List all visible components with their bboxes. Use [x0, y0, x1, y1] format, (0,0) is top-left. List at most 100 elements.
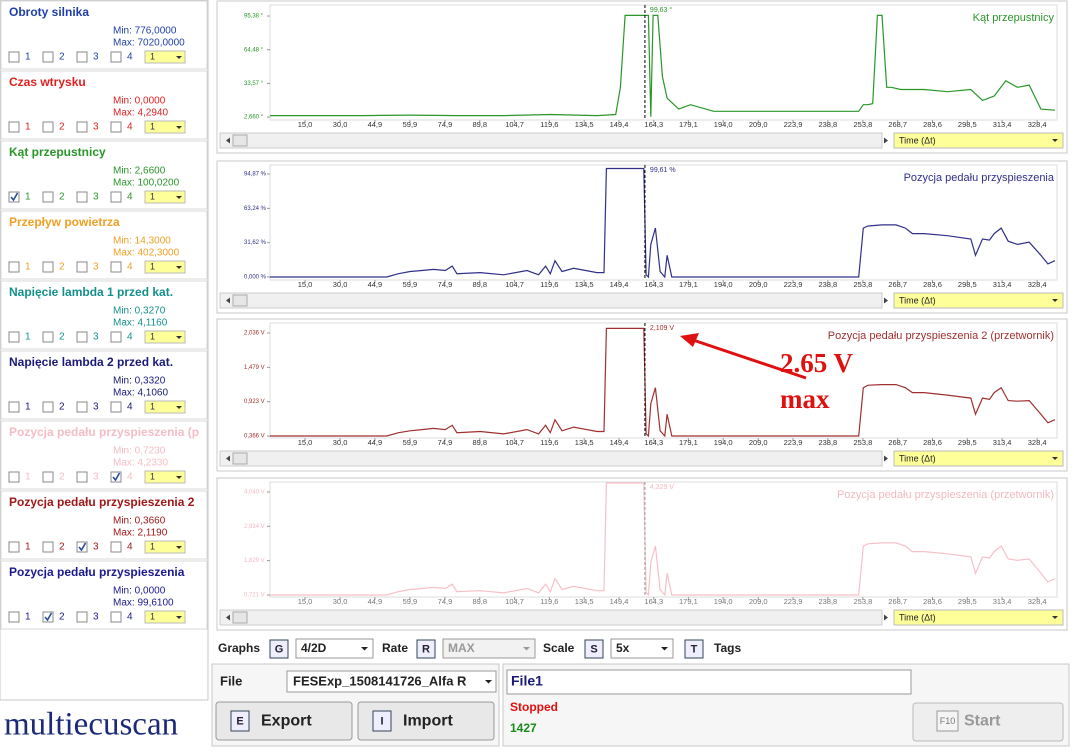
checkbox[interactable]: [76, 541, 88, 553]
time-select[interactable]: [893, 609, 1064, 626]
checkbox[interactable]: [110, 331, 122, 343]
select-box[interactable]: [144, 330, 186, 344]
checkbox-label: 2: [59, 402, 65, 413]
checkbox[interactable]: [110, 191, 122, 203]
checkbox[interactable]: [110, 51, 122, 63]
scrollbar[interactable]: [219, 292, 883, 309]
file-name-field[interactable]: [506, 669, 912, 695]
dropdown[interactable]: [610, 638, 674, 659]
channel-name: Napięcie lambda 1 przed kat.: [9, 285, 173, 299]
checkbox[interactable]: [76, 191, 88, 203]
checkbox[interactable]: [110, 611, 122, 623]
checkbox[interactable]: [76, 401, 88, 413]
scroll-thumb[interactable]: [232, 611, 248, 624]
select-box[interactable]: [144, 540, 186, 554]
channel-name: Pozycja pedału przyspieszenia (p: [9, 425, 199, 439]
checkbox[interactable]: [42, 471, 54, 483]
checkbox[interactable]: [8, 541, 20, 553]
checkbox[interactable]: [110, 471, 122, 483]
dropdown[interactable]: [295, 638, 374, 659]
cursor-label: 2,109 V: [650, 325, 674, 332]
checkbox[interactable]: [8, 611, 20, 623]
x-tick-label: 179,1: [679, 438, 698, 447]
checkbox[interactable]: [42, 401, 54, 413]
scroll-left[interactable]: [226, 455, 230, 462]
select-arrow: [176, 546, 182, 549]
scrollbar[interactable]: [219, 132, 883, 149]
key-box: [684, 639, 704, 659]
time-select-arrow: [1052, 616, 1058, 619]
scrollbar[interactable]: [219, 609, 883, 626]
scroll-left[interactable]: [226, 137, 230, 144]
x-tick-label: 134,5: [575, 280, 594, 289]
y-tick-label: 33,57 °: [244, 81, 264, 87]
scroll-thumb[interactable]: [232, 134, 248, 147]
select-box[interactable]: [144, 50, 186, 64]
scroll-left[interactable]: [226, 614, 230, 621]
select-box[interactable]: [144, 190, 186, 204]
checkbox[interactable]: [42, 331, 54, 343]
checkbox[interactable]: [8, 191, 20, 203]
time-select[interactable]: [893, 132, 1064, 149]
scroll-right[interactable]: [884, 614, 888, 621]
checkbox[interactable]: [42, 191, 54, 203]
scroll-thumb[interactable]: [232, 294, 248, 307]
checkbox-label: 1: [25, 402, 31, 413]
select-box[interactable]: [144, 120, 186, 134]
select-box[interactable]: [144, 400, 186, 414]
checkbox[interactable]: [76, 611, 88, 623]
checkbox[interactable]: [8, 261, 20, 273]
checkbox[interactable]: [42, 51, 54, 63]
x-tick-label: 194,0: [714, 120, 733, 129]
select-box[interactable]: [144, 470, 186, 484]
checkbox[interactable]: [110, 121, 122, 133]
x-tick-label: 15,0: [298, 597, 313, 606]
x-tick-label: 74,9: [438, 438, 453, 447]
checkbox[interactable]: [8, 331, 20, 343]
time-select[interactable]: [893, 450, 1064, 467]
button[interactable]: [357, 701, 495, 741]
checkbox-label: 3: [93, 192, 99, 203]
checkbox[interactable]: [8, 401, 20, 413]
file-select[interactable]: [286, 670, 497, 693]
checkbox[interactable]: [76, 471, 88, 483]
dropdown[interactable]: [442, 638, 536, 659]
checkbox[interactable]: [42, 541, 54, 553]
scroll-left[interactable]: [226, 297, 230, 304]
x-tick-label: 44,9: [368, 597, 383, 606]
x-tick-label: 59,9: [403, 438, 418, 447]
select-box[interactable]: [144, 260, 186, 274]
key-box: [372, 710, 392, 732]
scroll-thumb[interactable]: [232, 452, 248, 465]
x-tick-label: 134,5: [575, 438, 594, 447]
scroll-right[interactable]: [884, 137, 888, 144]
checkbox[interactable]: [8, 121, 20, 133]
checkbox[interactable]: [76, 261, 88, 273]
y-tick-label: 0,721 V: [244, 593, 265, 599]
time-select[interactable]: [893, 292, 1064, 309]
checkbox[interactable]: [110, 541, 122, 553]
time-select-arrow: [1052, 457, 1058, 460]
checkbox[interactable]: [42, 121, 54, 133]
file-select-arrow: [485, 680, 492, 684]
select-value: 1: [150, 541, 155, 551]
checkbox-label: 2: [59, 332, 65, 343]
checkbox[interactable]: [42, 261, 54, 273]
select-box[interactable]: [144, 610, 186, 624]
checkbox[interactable]: [76, 51, 88, 63]
x-tick-label: 209,0: [749, 120, 768, 129]
x-tick-label: 268,7: [888, 280, 907, 289]
checkbox[interactable]: [76, 121, 88, 133]
checkbox[interactable]: [42, 611, 54, 623]
checkbox[interactable]: [8, 471, 20, 483]
x-tick-label: 104,7: [505, 120, 524, 129]
checkbox[interactable]: [110, 401, 122, 413]
checkbox-label: 4: [127, 612, 133, 623]
checkbox[interactable]: [8, 51, 20, 63]
scrollbar[interactable]: [219, 450, 883, 467]
button[interactable]: [215, 701, 353, 741]
checkbox[interactable]: [76, 331, 88, 343]
checkbox[interactable]: [110, 261, 122, 273]
scroll-right[interactable]: [884, 297, 888, 304]
scroll-right[interactable]: [884, 455, 888, 462]
